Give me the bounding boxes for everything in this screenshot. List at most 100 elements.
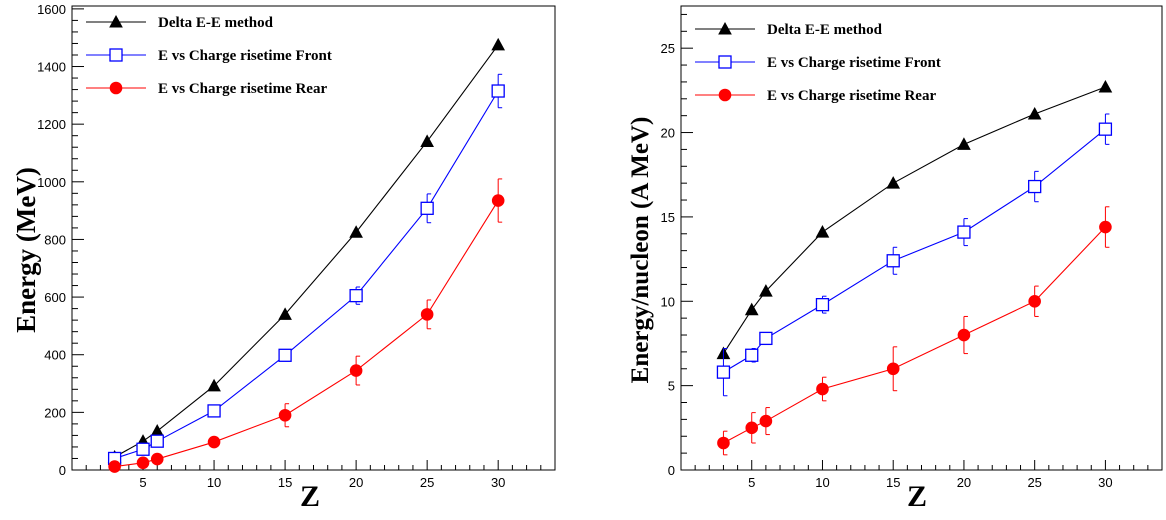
data-point (108, 460, 121, 473)
data-point (1099, 220, 1112, 234)
x-axis-title: Z (907, 480, 927, 513)
series-line (723, 226, 1106, 444)
x-tick-label: 10 (207, 475, 221, 490)
x-tick-label: 10 (815, 475, 829, 490)
series-2 (716, 113, 1113, 397)
x-axis-title: Z (300, 480, 320, 513)
data-point (109, 14, 123, 28)
series-2 (107, 73, 505, 466)
data-point (744, 302, 759, 316)
y-tick-label: 1200 (37, 117, 66, 132)
data-point (759, 331, 773, 346)
data-point (745, 421, 759, 435)
data-point (278, 348, 292, 362)
legend-label: Delta E-E method (158, 15, 274, 31)
plot-frame (680, 5, 1163, 471)
data-point (136, 456, 150, 470)
x-tick-label: 25 (420, 475, 434, 490)
data-point (349, 288, 363, 303)
series-line (114, 44, 499, 458)
data-point (718, 88, 732, 102)
series-1 (107, 37, 506, 463)
data-point (420, 201, 434, 215)
data-point (150, 424, 165, 437)
data-point (207, 404, 221, 418)
data-point (759, 284, 773, 297)
data-point (718, 55, 732, 69)
legend: Delta E-E method E vs Charge risetime Fro… (695, 21, 941, 104)
chart-2: 5 10 15 20 25 30 0 5 10 15 20 25 Z Energy/nucleon (A … (627, 5, 1163, 513)
data-point (1028, 294, 1041, 308)
data-point (420, 308, 434, 321)
series-line (723, 128, 1106, 373)
data-point (886, 362, 900, 376)
y-tick-label: 20 (661, 126, 675, 141)
y-tick-label: 200 (44, 405, 66, 420)
data-point (420, 134, 434, 147)
y-tick-label: 0 (668, 463, 675, 478)
y-tick-label: 25 (661, 41, 675, 56)
data-point (491, 194, 505, 207)
data-point (886, 176, 901, 189)
data-point (957, 225, 971, 239)
legend-label: E vs Charge risetime Rear (767, 88, 936, 104)
y-tick-label: 400 (44, 348, 66, 363)
y-axis-title: Energy/nucleon (A MeV) (627, 117, 654, 384)
data-point (1027, 106, 1042, 120)
data-point (207, 435, 221, 449)
data-point (278, 408, 292, 422)
series-3 (108, 178, 505, 473)
data-point (349, 225, 363, 238)
x-tick-label: 15 (278, 475, 292, 490)
series-line (114, 200, 499, 468)
data-point (815, 225, 830, 238)
data-point (716, 365, 731, 379)
x-tick-label: 20 (349, 475, 363, 490)
y-tick-label: 1400 (37, 60, 66, 75)
data-point (491, 37, 506, 51)
x-tick-label: 5 (139, 475, 146, 490)
data-point (816, 382, 829, 396)
data-point (136, 442, 150, 456)
data-point (717, 436, 730, 450)
y-tick-label: 10 (661, 294, 675, 309)
legend-label: E vs Charge risetime Rear (158, 81, 327, 97)
x-tick-label: 5 (748, 475, 755, 490)
y-tick-label: 0 (59, 463, 66, 478)
legend-label: E vs Charge risetime Front (767, 55, 941, 71)
y-tick-label: 15 (661, 210, 675, 225)
x-tick-label: 15 (886, 475, 900, 490)
legend: Delta E-E method E vs Charge risetime Fro… (86, 14, 332, 97)
data-point (1098, 122, 1113, 136)
series-line (722, 86, 1106, 354)
y-tick-label: 1000 (37, 175, 66, 190)
data-point (718, 21, 732, 35)
series-3 (717, 206, 1112, 456)
data-point (1028, 179, 1042, 194)
legend-label: E vs Charge risetime Front (158, 48, 332, 64)
data-point (759, 414, 773, 428)
data-point (349, 364, 363, 377)
data-point (278, 307, 292, 320)
series-line (114, 90, 499, 459)
legend-label: Delta E-E method (767, 22, 883, 38)
y-tick-label: 800 (44, 232, 66, 247)
data-point (815, 297, 830, 312)
x-tick-label: 20 (957, 475, 971, 490)
data-point (491, 84, 505, 98)
series-1 (716, 79, 1113, 360)
data-point (1098, 79, 1113, 93)
x-tick-label: 30 (1098, 475, 1112, 490)
y-axis-title: Energy (MeV) (11, 167, 41, 333)
x-tick-label: 25 (1027, 475, 1041, 490)
data-point (109, 48, 123, 62)
chart-1: 5 10 15 20 25 30 0 200 400 600 800 1000 1200 1400 1600… (11, 2, 556, 513)
data-point (886, 254, 900, 268)
y-tick-label: 1600 (37, 2, 66, 17)
y-tick-label: 5 (668, 379, 675, 394)
data-point (150, 452, 164, 466)
data-point (957, 137, 971, 150)
data-point (109, 81, 123, 95)
data-point (957, 328, 971, 342)
